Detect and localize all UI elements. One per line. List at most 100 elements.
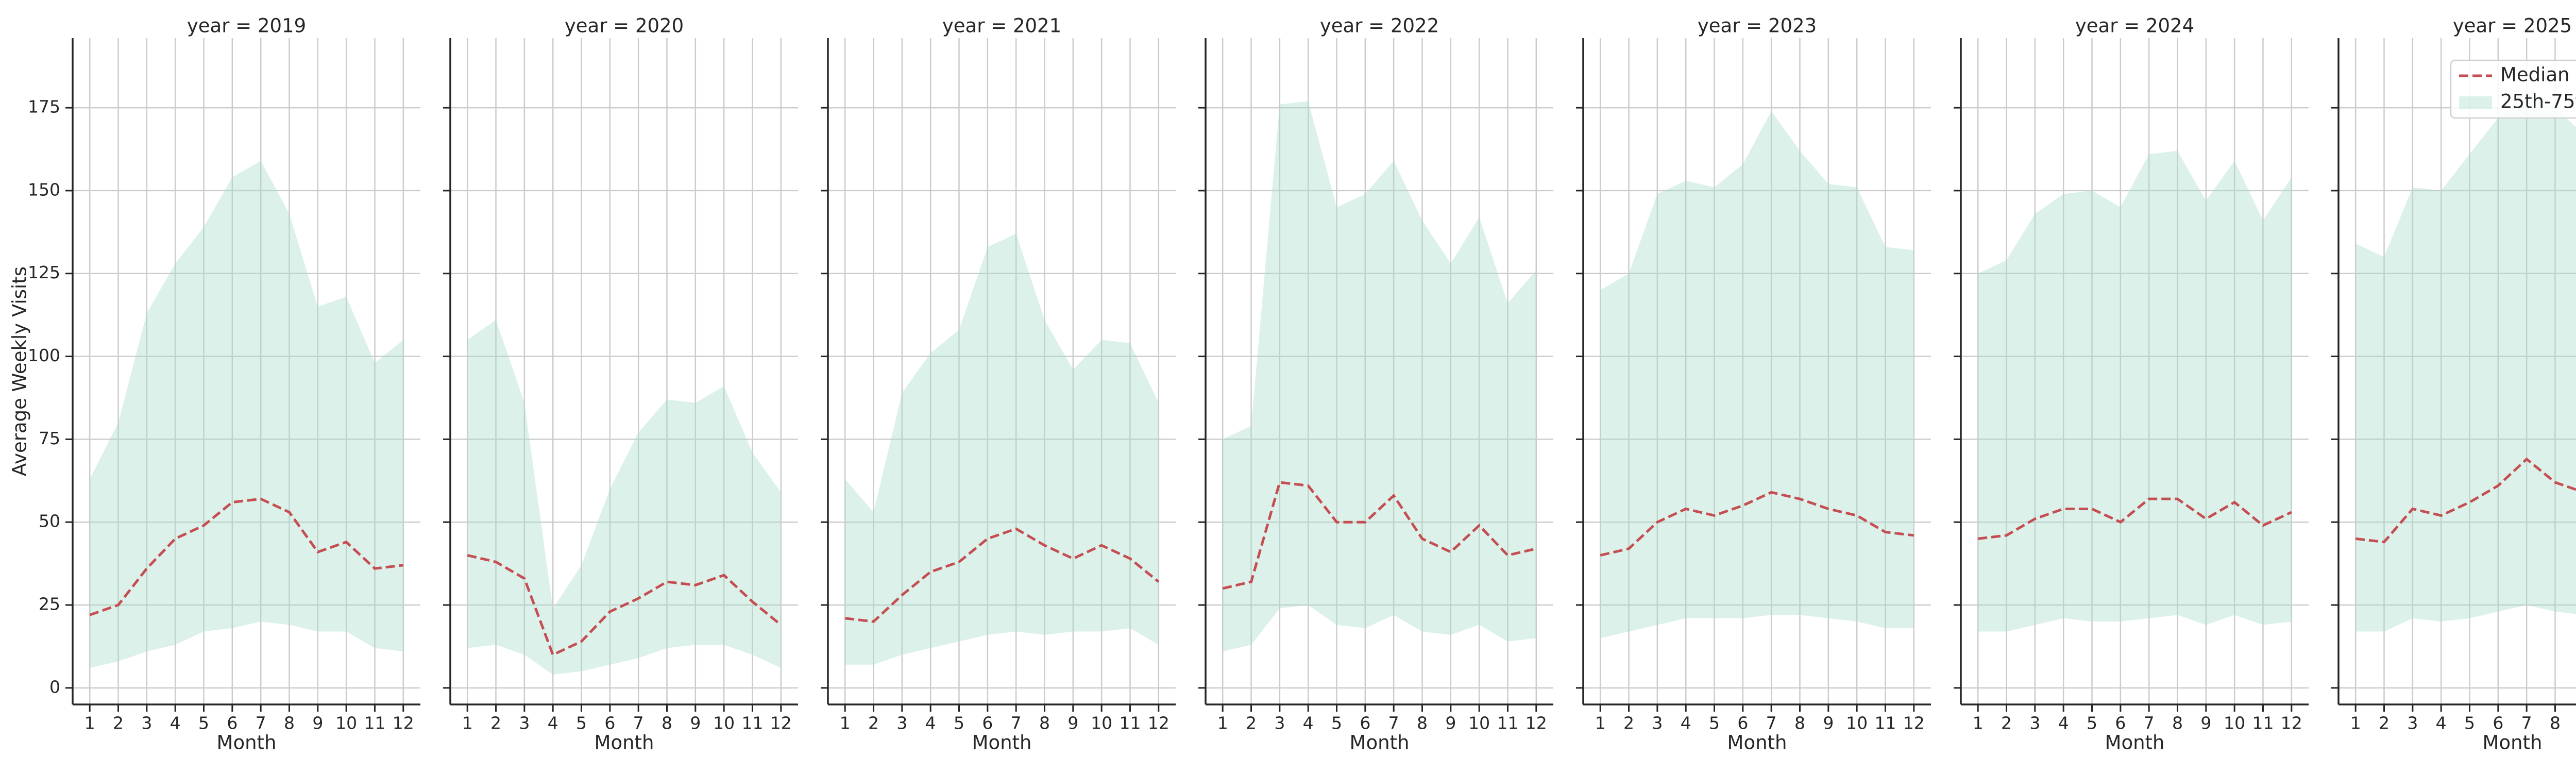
x-tick-label: 9 bbox=[690, 713, 701, 733]
x-tick-label: 5 bbox=[954, 713, 964, 733]
y-tick-label: 75 bbox=[39, 428, 60, 448]
x-tick-label: 7 bbox=[1388, 713, 1399, 733]
median-line bbox=[1600, 491, 1914, 557]
x-tick-label: 6 bbox=[604, 713, 615, 733]
x-tick-label: 9 bbox=[2200, 713, 2211, 733]
x-tick-label: 4 bbox=[925, 713, 936, 733]
panel-title: year = 2025 bbox=[2453, 15, 2572, 37]
y-tick-label: 125 bbox=[28, 262, 60, 282]
x-tick-label: 9 bbox=[1823, 713, 1834, 733]
percentile-band bbox=[1978, 150, 2292, 632]
x-tick-label: 6 bbox=[2115, 713, 2126, 733]
x-tick-label: 8 bbox=[1039, 713, 1050, 733]
panel-title: year = 2022 bbox=[1320, 15, 1439, 37]
x-tick-label: 1 bbox=[2350, 713, 2361, 733]
x-axis-label: Month bbox=[1350, 732, 1410, 754]
percentile-band bbox=[1223, 101, 1536, 652]
x-tick-label: 8 bbox=[662, 713, 672, 733]
x-tick-label: 5 bbox=[1331, 713, 1342, 733]
x-tick-label: 1 bbox=[1595, 713, 1606, 733]
x-tick-label: 12 bbox=[1903, 713, 1925, 733]
y-tick-label: 50 bbox=[39, 511, 60, 531]
x-tick-label: 4 bbox=[1681, 713, 1691, 733]
x-tick-label: 8 bbox=[2550, 713, 2561, 733]
x-tick-label: 3 bbox=[1274, 713, 1285, 733]
x-tick-label: 3 bbox=[2029, 713, 2040, 733]
y-axis-label: Average Weekly Visits bbox=[9, 266, 31, 476]
x-tick-label: 10 bbox=[1468, 713, 1490, 733]
x-tick-label: 10 bbox=[713, 713, 735, 733]
x-tick-label: 3 bbox=[519, 713, 530, 733]
median-line bbox=[2355, 457, 2576, 544]
x-tick-label: 12 bbox=[1148, 713, 1170, 733]
percentile-band bbox=[2355, 91, 2576, 632]
x-tick-label: 7 bbox=[2521, 713, 2532, 733]
x-tick-label: 3 bbox=[896, 713, 907, 733]
x-tick-label: 11 bbox=[1497, 713, 1518, 733]
x-tick-label: 5 bbox=[2087, 713, 2097, 733]
x-tick-label: 12 bbox=[2281, 713, 2302, 733]
percentile-band bbox=[1600, 111, 1914, 638]
x-tick-label: 11 bbox=[1874, 713, 1896, 733]
x-tick-label: 3 bbox=[1652, 713, 1663, 733]
panel-title: year = 2020 bbox=[565, 15, 684, 37]
x-axis-label: Month bbox=[1727, 732, 1787, 754]
x-tick-label: 11 bbox=[2252, 713, 2274, 733]
y-tick-label: 100 bbox=[28, 345, 60, 365]
x-tick-label: 4 bbox=[1303, 713, 1314, 733]
x-tick-label: 2 bbox=[2379, 713, 2389, 733]
y-tick-label: 25 bbox=[39, 594, 60, 614]
x-axis-label: Month bbox=[2483, 732, 2543, 754]
x-tick-label: 3 bbox=[141, 713, 152, 733]
x-axis-label: Month bbox=[217, 732, 277, 754]
x-axis-label: Month bbox=[595, 732, 654, 754]
x-tick-label: 9 bbox=[1067, 713, 1078, 733]
x-tick-label: 10 bbox=[335, 713, 357, 733]
percentile-band bbox=[90, 161, 403, 668]
y-tick-label: 175 bbox=[28, 97, 60, 117]
x-tick-label: 1 bbox=[840, 713, 851, 733]
x-tick-label: 1 bbox=[84, 713, 95, 733]
y-tick-label: 150 bbox=[28, 179, 60, 199]
x-tick-label: 6 bbox=[982, 713, 993, 733]
x-tick-label: 5 bbox=[2464, 713, 2475, 733]
x-tick-label: 4 bbox=[548, 713, 558, 733]
x-tick-label: 4 bbox=[2058, 713, 2069, 733]
x-tick-label: 10 bbox=[1846, 713, 1868, 733]
x-tick-label: 4 bbox=[2436, 713, 2447, 733]
panel-title: year = 2019 bbox=[187, 15, 306, 37]
median-line bbox=[89, 497, 404, 616]
x-tick-label: 6 bbox=[1360, 713, 1370, 733]
y-tick-label: 0 bbox=[49, 677, 60, 697]
x-tick-label: 2 bbox=[1246, 713, 1257, 733]
x-tick-label: 12 bbox=[1526, 713, 1547, 733]
x-tick-label: 8 bbox=[2172, 713, 2183, 733]
median-line bbox=[844, 527, 1160, 623]
x-tick-label: 2 bbox=[490, 713, 501, 733]
legend-label: Median bbox=[2500, 64, 2570, 86]
x-tick-label: 10 bbox=[2224, 713, 2245, 733]
x-axis-label: Month bbox=[2105, 732, 2165, 754]
x-tick-label: 11 bbox=[364, 713, 385, 733]
x-tick-label: 12 bbox=[393, 713, 414, 733]
x-tick-label: 11 bbox=[741, 713, 763, 733]
x-tick-label: 7 bbox=[1766, 713, 1777, 733]
x-tick-label: 11 bbox=[1119, 713, 1141, 733]
median-line bbox=[1977, 497, 2292, 540]
x-tick-label: 7 bbox=[256, 713, 266, 733]
x-tick-label: 1 bbox=[1973, 713, 1984, 733]
x-tick-label: 8 bbox=[1417, 713, 1428, 733]
x-tick-label: 9 bbox=[312, 713, 323, 733]
legend-swatch bbox=[2459, 96, 2492, 109]
x-tick-label: 5 bbox=[198, 713, 209, 733]
x-tick-label: 6 bbox=[1737, 713, 1748, 733]
x-tick-label: 5 bbox=[576, 713, 587, 733]
x-tick-label: 7 bbox=[1011, 713, 1022, 733]
x-tick-label: 9 bbox=[1445, 713, 1456, 733]
x-tick-label: 1 bbox=[462, 713, 473, 733]
x-tick-label: 3 bbox=[2407, 713, 2418, 733]
panel-title: year = 2023 bbox=[1698, 15, 1817, 37]
x-tick-label: 8 bbox=[284, 713, 295, 733]
x-tick-label: 7 bbox=[2144, 713, 2155, 733]
median-line bbox=[1222, 481, 1537, 590]
